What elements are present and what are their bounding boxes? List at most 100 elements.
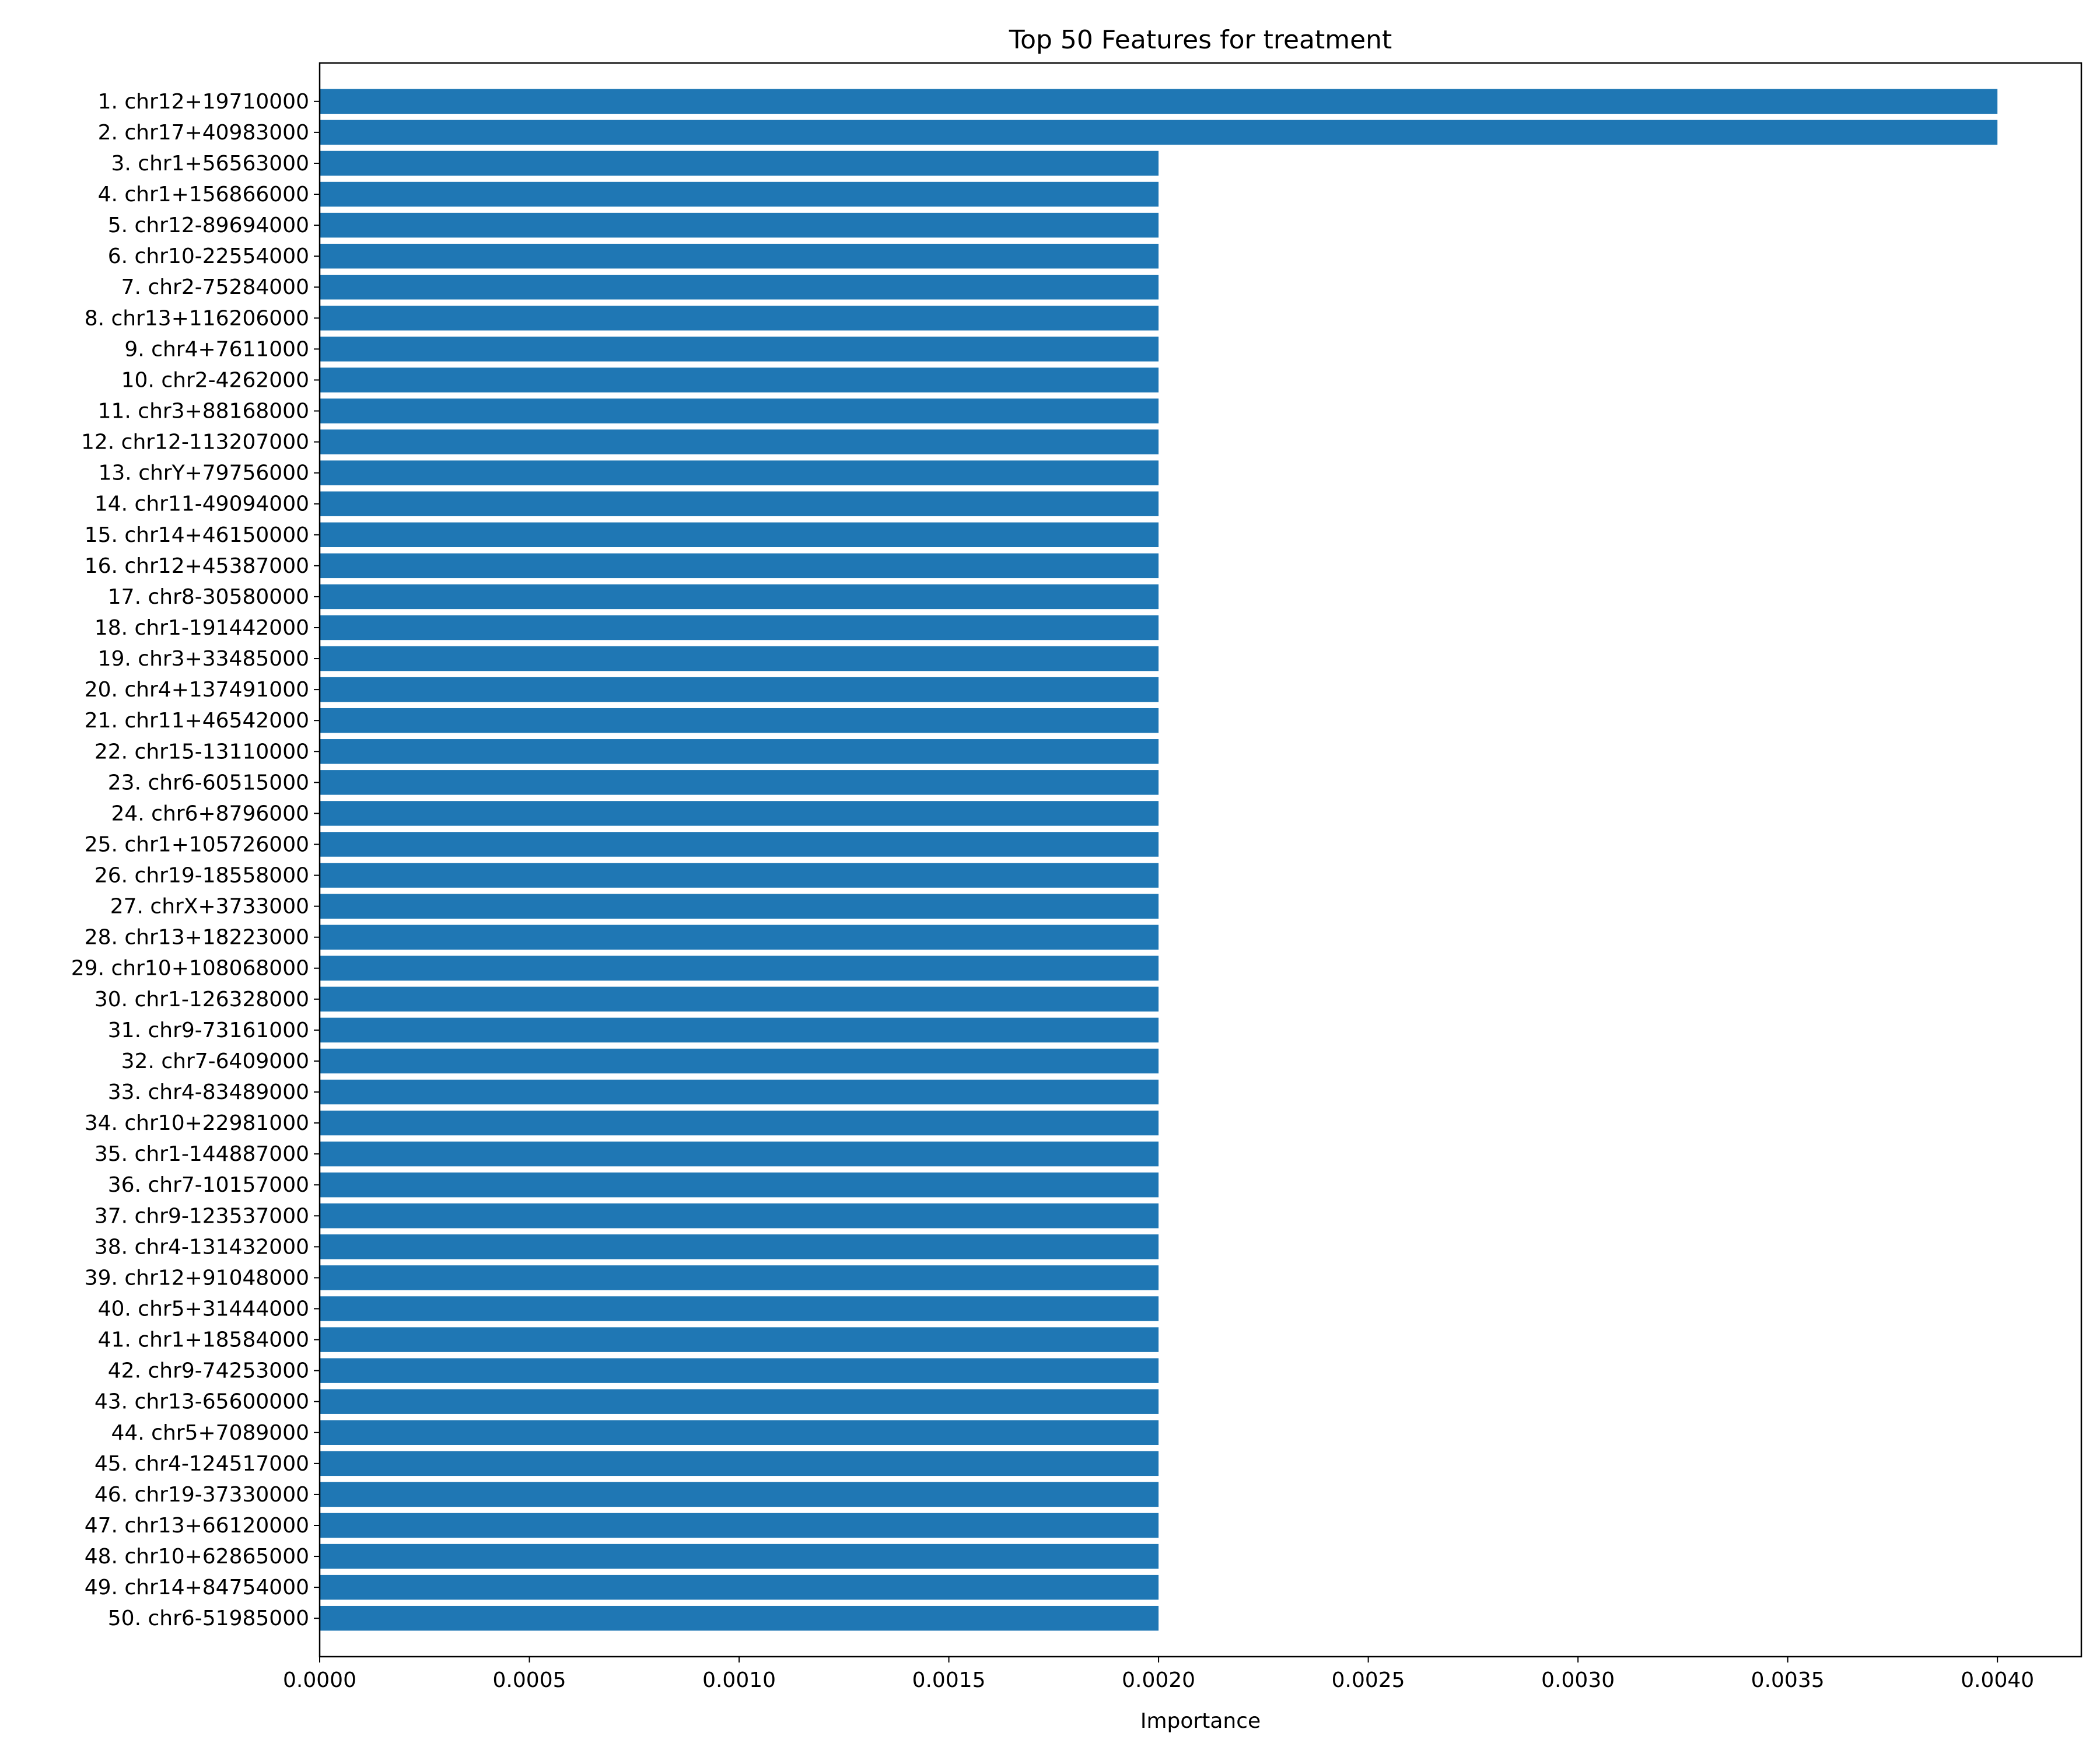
bar-29 [320,956,1159,981]
x-tick-label: 0.0005 [493,1668,566,1692]
bar-13 [320,460,1159,485]
bar-42 [320,1358,1159,1383]
bar-5 [320,212,1159,238]
y-tick-label: 33. chr4-83489000 [108,1080,309,1104]
bar-44 [320,1420,1159,1446]
y-tick-label: 15. chr14+46150000 [85,523,309,547]
bar-34 [320,1110,1159,1136]
x-tick-label: 0.0000 [283,1668,356,1692]
y-tick-label: 10. chr2-4262000 [121,368,309,392]
bar-40 [320,1296,1159,1321]
bar-18 [320,615,1159,640]
y-tick-label: 11. chr3+88168000 [98,399,309,423]
x-tick-label: 0.0040 [1961,1668,2034,1692]
y-tick-label: 25. chr1+105726000 [85,832,309,856]
y-tick-label: 40. chr5+31444000 [98,1297,309,1321]
bar-19 [320,646,1159,671]
bar-47 [320,1513,1159,1538]
bar-28 [320,925,1159,950]
y-tick-label: 20. chr4+137491000 [85,678,309,702]
bar-45 [320,1451,1159,1476]
y-tick-label: 46. chr19-37330000 [94,1483,309,1507]
y-tick-label: 29. chr10+108068000 [71,957,309,981]
y-tick-label: 41. chr1+18584000 [98,1328,309,1352]
y-tick-label: 21. chr11+46542000 [85,709,309,733]
bar-37 [320,1203,1159,1228]
y-tick-label: 2. chr17+40983000 [98,121,309,145]
y-tick-label: 6. chr10-22554000 [108,244,309,268]
y-tick-label: 13. chrY+79756000 [99,461,310,485]
y-tick-label: 7. chr2-75284000 [121,275,309,299]
y-tick-label: 47. chr13+66120000 [85,1514,309,1538]
y-tick-label: 50. chr6-51985000 [108,1606,309,1630]
bar-26 [320,863,1159,888]
bar-14 [320,491,1159,516]
bar-36 [320,1172,1159,1198]
bar-11 [320,398,1159,424]
y-tick-label: 44. chr5+7089000 [111,1421,309,1445]
y-tick-label: 32. chr7-6409000 [121,1049,309,1073]
bar-25 [320,832,1159,857]
x-tick-label: 0.0010 [702,1668,776,1692]
x-tick-label: 0.0035 [1751,1668,1825,1692]
bar-50 [320,1605,1159,1631]
y-tick-label: 35. chr1-144887000 [94,1142,309,1166]
bar-49 [320,1574,1159,1600]
y-tick-label: 26. chr19-18558000 [94,864,309,888]
bar-30 [320,986,1159,1012]
y-tick-label: 17. chr8-30580000 [108,585,309,609]
y-tick-label: 49. chr14+84754000 [85,1576,309,1600]
x-tick-label: 0.0015 [912,1668,986,1692]
bar-16 [320,553,1159,579]
bar-35 [320,1141,1159,1167]
bar-21 [320,708,1159,733]
y-tick-label: 27. chrX+3733000 [110,895,309,919]
y-tick-label: 8. chr13+116206000 [85,306,309,330]
plot-frame [318,62,2082,1658]
x-tick-label: 0.0030 [1541,1668,1615,1692]
y-tick-label: 23. chr6-60515000 [108,771,309,794]
bar-39 [320,1265,1159,1290]
y-tick-label: 12. chr12-113207000 [81,430,309,454]
bar-48 [320,1544,1159,1569]
bar-12 [320,429,1159,454]
y-tick-label: 43. chr13-65600000 [94,1390,309,1414]
bar-10 [320,368,1159,393]
y-tick-label: 16. chr12+45387000 [85,554,309,578]
x-axis: 0.0000 0.0005 0.0010 0.0015 0.0020 0.0025 0.00… [283,1657,2034,1692]
bars-group [320,89,1998,1631]
y-tick-label: 45. chr4-124517000 [94,1452,309,1476]
y-tick-label: 34. chr10+22981000 [85,1111,309,1135]
y-tick-label: 38. chr4-131432000 [94,1235,309,1259]
y-tick-label: 5. chr12-89694000 [108,214,309,237]
bar-20 [320,677,1159,702]
x-tick-label: 0.0025 [1332,1668,1405,1692]
y-tick-label: 31. chr9-73161000 [108,1019,309,1042]
bar-38 [320,1234,1159,1259]
y-tick-label: 48. chr10+62865000 [85,1545,309,1569]
y-tick-label: 22. chr15-13110000 [94,740,309,764]
bar-24 [320,801,1159,826]
bar-23 [320,770,1159,795]
bar-7 [320,274,1159,300]
y-tick-label: 18. chr1-191442000 [94,616,309,640]
y-tick-label: 4. chr1+156866000 [98,183,309,206]
x-axis-label: Importance [1140,1709,1261,1733]
bar-22 [320,739,1159,764]
y-tick-label: 37. chr9-123537000 [94,1204,309,1228]
bar-31 [320,1017,1159,1043]
bar-27 [320,894,1159,919]
bar-3 [320,150,1159,176]
y-tick-label: 24. chr6+8796000 [111,802,309,825]
bar-43 [320,1389,1159,1414]
y-tick-label: 28. chr13+18223000 [85,926,309,950]
bar-2 [320,120,1998,145]
bar-17 [320,584,1159,610]
bar-9 [320,337,1159,362]
y-tick-label: 39. chr12+91048000 [85,1266,309,1290]
y-tick-label: 19. chr3+33485000 [98,647,309,671]
y-tick-label: 30. chr1-126328000 [94,988,309,1012]
y-tick-label: 3. chr1+56563000 [111,152,309,176]
y-tick-label: 1. chr12+19710000 [98,90,309,114]
